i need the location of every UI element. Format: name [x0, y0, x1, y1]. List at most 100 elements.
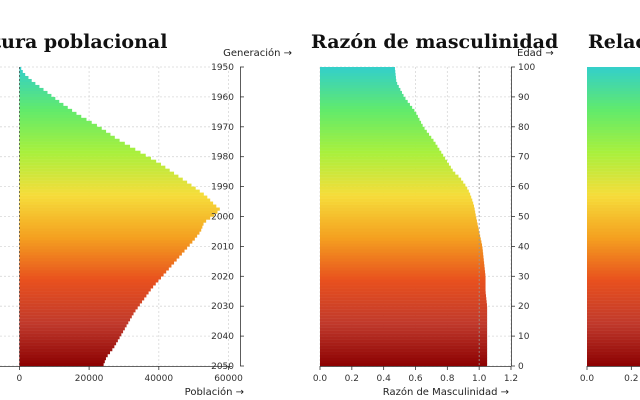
bar	[19, 291, 149, 295]
bar	[587, 231, 640, 235]
bar	[587, 102, 640, 107]
bar	[19, 267, 169, 271]
bar	[320, 159, 448, 163]
bar	[320, 69, 396, 74]
bar	[587, 138, 640, 142]
bar	[320, 123, 423, 127]
bar	[19, 96, 56, 101]
population-x-axis-label: Población →	[185, 386, 244, 398]
bar	[320, 171, 456, 175]
bar	[19, 258, 177, 262]
bar	[320, 231, 480, 235]
bar	[320, 237, 481, 241]
bar	[19, 114, 82, 119]
bar	[587, 312, 640, 316]
bar	[587, 135, 640, 139]
bar	[19, 126, 102, 130]
bar	[19, 141, 125, 145]
bar	[320, 327, 488, 331]
bar	[320, 276, 486, 280]
bar	[587, 309, 640, 313]
bar	[19, 168, 170, 172]
bar	[320, 312, 488, 316]
bar	[320, 345, 488, 349]
bar	[587, 150, 640, 154]
bar	[320, 120, 422, 125]
third-chart-title: Relaci	[588, 31, 640, 53]
bar	[19, 360, 105, 364]
bar	[320, 126, 425, 130]
bar	[587, 204, 640, 208]
bar	[19, 156, 151, 160]
bar	[587, 234, 640, 238]
bar	[320, 84, 399, 89]
bar	[587, 144, 640, 148]
bar	[587, 363, 640, 367]
bar	[587, 129, 640, 133]
y-tick-label: 10	[518, 332, 530, 342]
bar	[587, 69, 640, 74]
bar	[320, 264, 485, 268]
bar	[19, 117, 87, 122]
bar	[19, 111, 77, 116]
y-tick-label: 2040	[211, 332, 234, 342]
bar	[19, 69, 23, 74]
bar	[320, 67, 395, 71]
bar	[320, 180, 464, 184]
x-tick-label: 0.6	[408, 374, 423, 384]
bar	[320, 357, 488, 361]
y-tick-label: 50	[518, 213, 530, 223]
bar	[320, 285, 486, 289]
bar	[587, 156, 640, 160]
bar	[19, 282, 156, 286]
bar	[19, 201, 214, 205]
bar	[587, 330, 640, 334]
bar	[587, 216, 640, 220]
bar	[19, 279, 159, 283]
bar	[587, 219, 640, 223]
x-tick-label: 0.2	[624, 374, 638, 384]
bar	[320, 138, 434, 142]
bar	[587, 258, 640, 262]
bar	[320, 261, 485, 265]
bar	[587, 294, 640, 298]
bar	[587, 360, 640, 364]
bar	[320, 219, 477, 223]
bar	[320, 111, 417, 116]
bar	[587, 297, 640, 301]
bar	[320, 306, 488, 310]
bar	[587, 174, 640, 178]
bar	[320, 336, 488, 340]
y-tick-label: 1990	[211, 183, 234, 193]
bar	[320, 324, 488, 328]
bar	[587, 270, 640, 274]
bar	[587, 195, 640, 199]
bar	[19, 195, 208, 199]
y-tick-label: 1980	[211, 153, 234, 163]
bar	[19, 183, 192, 187]
bar	[587, 99, 640, 104]
y-tick-label: 20	[518, 302, 530, 312]
bar	[587, 327, 640, 331]
bar	[587, 279, 640, 283]
bar	[19, 81, 36, 86]
bar	[587, 147, 640, 151]
bar	[587, 87, 640, 92]
bar	[320, 81, 398, 86]
bar	[320, 348, 488, 352]
bar	[19, 84, 40, 89]
bar	[587, 207, 640, 211]
bar	[19, 273, 164, 277]
bar	[320, 315, 488, 319]
bar	[587, 96, 640, 101]
bar	[19, 312, 134, 316]
bar	[19, 207, 220, 211]
x-tick-label: 0.4	[377, 374, 392, 384]
bar	[320, 303, 487, 307]
bar	[320, 330, 488, 334]
bar	[587, 249, 640, 253]
bar	[587, 192, 640, 196]
bar	[587, 165, 640, 169]
y-tick-label: 1950	[211, 63, 234, 73]
bar	[320, 75, 396, 80]
